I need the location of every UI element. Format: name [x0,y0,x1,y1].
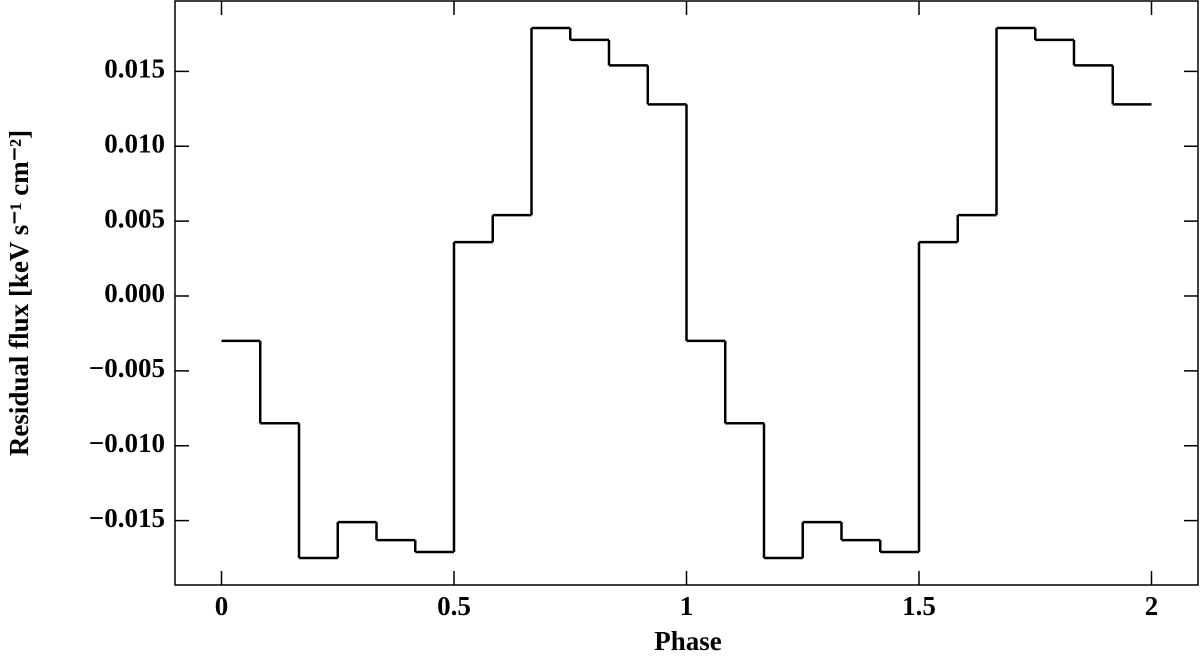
y-tick-label: −0.010 [89,428,165,458]
y-tick-label: −0.005 [89,353,165,383]
x-tick-label: 0.5 [437,591,471,621]
y-tick-label: 0.010 [104,128,165,158]
y-tick-label: 0.015 [104,54,165,84]
y-tick-label: −0.015 [89,503,165,533]
y-tick-label: 0.000 [104,278,165,308]
x-tick-label: 0 [215,591,229,621]
x-tick-label: 1 [680,591,694,621]
x-tick-label: 1.5 [902,591,936,621]
y-axis-label: Residual flux [keV s⁻¹ cm⁻²] [4,130,34,456]
y-tick-label: 0.005 [104,203,165,233]
x-axis-label: Phase [654,626,722,656]
x-tick-label: 2 [1145,591,1159,621]
